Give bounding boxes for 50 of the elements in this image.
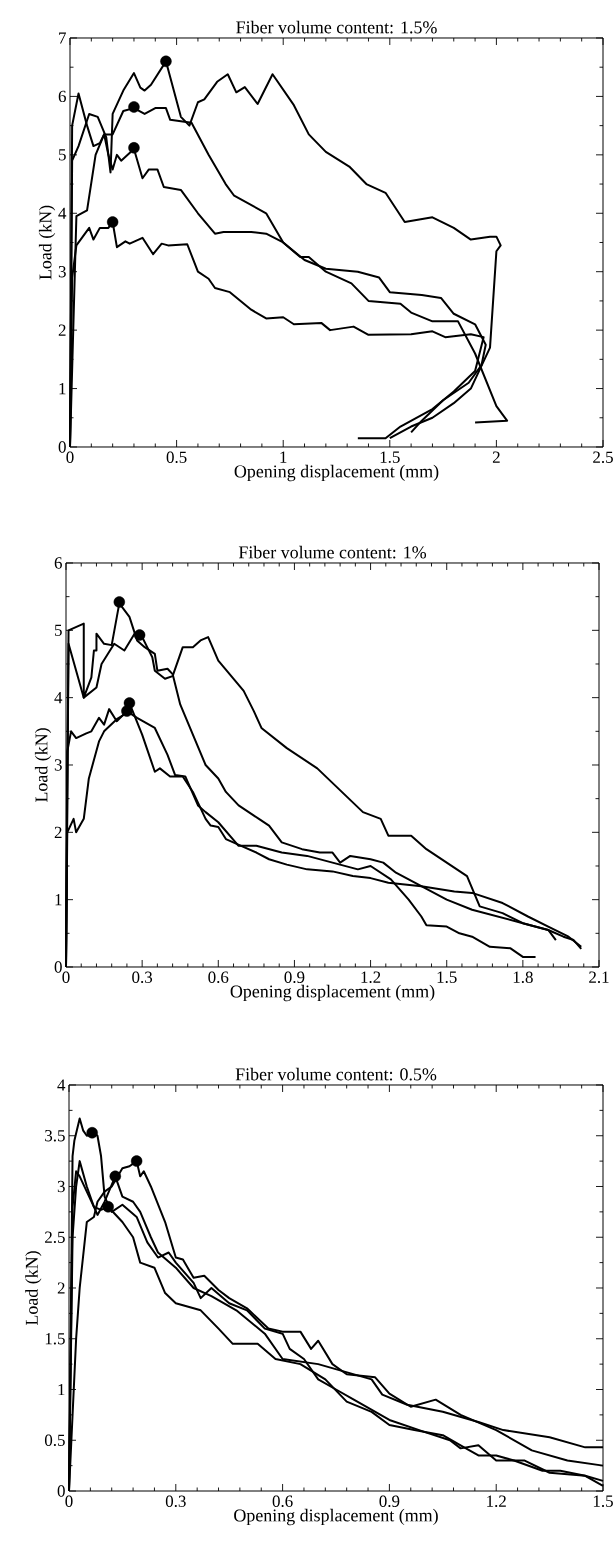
x-axis-title: Opening displacement (mm) — [230, 984, 435, 1002]
x-tick-label: 0.3 — [165, 1495, 186, 1508]
y-tick-label: 1 — [58, 1383, 65, 1396]
y-tick-label: 5 — [55, 624, 62, 636]
y-tick-label: 4 — [57, 1079, 66, 1091]
y-tick-label: 2.5 — [45, 1231, 65, 1243]
y-axis-title: Load (kN) — [34, 728, 52, 803]
y-tick-label: 5 — [59, 149, 66, 161]
y-tick-label: 3 — [57, 1180, 65, 1193]
y-tick-label: 0 — [57, 1485, 65, 1497]
x-tick-label: 2.1 — [589, 971, 609, 983]
y-tick-label: 6 — [58, 90, 66, 103]
y-tick-label: 2 — [57, 1282, 65, 1294]
y-tick-label: 0 — [58, 441, 66, 453]
x-tick-label: 1.5 — [437, 971, 457, 983]
x-axis-title: Opening displacement (mm) — [234, 1508, 438, 1526]
x-axis-title: Opening displacement (mm) — [234, 464, 439, 482]
y-tick-label: 4 — [54, 692, 63, 704]
y-tick-label: 0 — [54, 961, 62, 973]
y-tick-label: 4 — [58, 207, 67, 219]
x-tick-label: 2.5 — [593, 451, 613, 463]
y-tick-label: 1 — [55, 894, 62, 906]
y-tick-label: 3.5 — [45, 1130, 65, 1142]
x-tick-label: 2 — [492, 451, 500, 463]
x-tick-label: 1.8 — [513, 971, 533, 984]
x-tick-label: 0.5 — [166, 451, 187, 463]
y-axis-title: Load (kN) — [38, 205, 56, 280]
x-tick-label: 0.9 — [284, 971, 305, 984]
y-tick-label: 3 — [54, 759, 62, 771]
y-tick-label: 1 — [59, 382, 66, 395]
x-tick-label: 0.3 — [132, 971, 153, 984]
chart-title: Fiber volume content: 1% — [238, 545, 427, 559]
y-tick-label: 3 — [58, 266, 66, 278]
y-tick-label: 6 — [54, 557, 62, 569]
y-tick-label: 7 — [59, 32, 66, 44]
x-tick-label: 1.2 — [487, 1495, 506, 1507]
x-tick-label: 0.6 — [208, 971, 229, 984]
y-tick-label: 1.5 — [45, 1333, 65, 1345]
x-tick-label: 1.2 — [361, 971, 381, 983]
x-tick-label: 1.5 — [593, 1495, 613, 1507]
y-tick-label: 2 — [58, 324, 66, 336]
y-axis-title: Load (kN) — [25, 1251, 42, 1326]
x-tick-label: 0.9 — [379, 1495, 400, 1508]
y-tick-label: 0.5 — [44, 1434, 65, 1446]
chart-title: Fiber volume content: 1.5% — [236, 20, 437, 34]
chart-title: Fiber volume content: 0.5% — [235, 1067, 437, 1081]
x-tick-label: 1.5 — [380, 451, 400, 463]
x-tick-label: 0.6 — [272, 1495, 293, 1508]
x-tick-label: 1 — [280, 451, 287, 463]
y-tick-label: 2 — [54, 826, 62, 838]
